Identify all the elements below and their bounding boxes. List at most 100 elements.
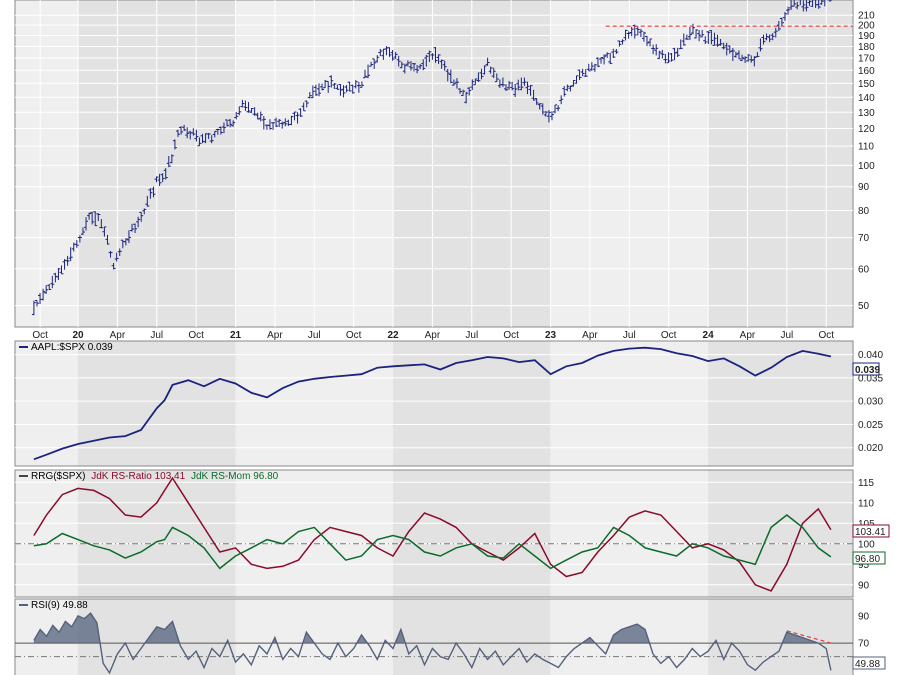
price-bar <box>96 213 101 222</box>
price-bar <box>151 186 156 198</box>
price-bar <box>571 80 576 87</box>
price-bar <box>225 119 230 127</box>
price-bar <box>77 235 82 243</box>
price-bar <box>362 69 367 79</box>
price-bar <box>779 17 784 27</box>
price-bar <box>605 52 610 58</box>
price-y-tick-label: 140 <box>858 93 875 104</box>
price-bar <box>657 50 662 60</box>
rrg-title: RRG($SPX) JdK RS-Ratio 103.41 JdK RS-Mom… <box>19 471 279 482</box>
year-band <box>550 470 709 597</box>
price-bar <box>41 288 46 301</box>
price-x-tick-label: Oct <box>503 330 519 341</box>
price-bar <box>353 80 358 89</box>
price-bar <box>819 0 824 5</box>
price-bar <box>375 55 380 63</box>
price-x-tick-label: 22 <box>387 330 399 341</box>
rsi-line <box>33 612 832 675</box>
price-x-tick-label: Apr <box>267 330 283 341</box>
price-bar <box>507 80 512 90</box>
price-x-tick-label: Apr <box>582 330 598 341</box>
price-y-tick-label: 60 <box>858 264 870 275</box>
price-bar <box>513 83 518 98</box>
price-bar <box>359 81 364 88</box>
price-bar <box>736 50 741 60</box>
rsi-title-text: RSI(9) 49.88 <box>31 600 88 611</box>
price-bar <box>405 60 410 67</box>
price-bar <box>473 78 478 86</box>
price-bar <box>68 247 73 262</box>
price-bar <box>589 62 594 71</box>
price-bar <box>108 250 113 258</box>
price-bar <box>295 112 300 124</box>
price-bar <box>179 126 184 135</box>
price-bar <box>258 111 263 122</box>
price-bar <box>675 47 680 58</box>
price-bar <box>102 226 107 237</box>
price-bar <box>347 81 352 92</box>
year-band <box>393 599 551 675</box>
price-x-tick-label: Jul <box>623 330 636 341</box>
price-bar <box>154 176 159 183</box>
price-bar <box>559 95 564 105</box>
price-bar <box>562 86 567 97</box>
year-band <box>550 341 709 466</box>
price-bar <box>34 300 39 307</box>
price-bar <box>145 195 150 207</box>
price-bar <box>243 100 248 111</box>
price-x-tick-label: 23 <box>545 330 557 341</box>
price-bar <box>231 120 236 127</box>
rsi-trendline <box>786 630 832 644</box>
price-bar <box>166 156 171 168</box>
price-bar <box>568 85 573 92</box>
ratio-y-tick-label: 0.025 <box>858 420 883 431</box>
price-bar <box>546 110 551 123</box>
price-bar <box>752 56 757 67</box>
price-bar <box>316 83 321 97</box>
price-bar <box>540 103 545 115</box>
price-bar <box>556 105 561 112</box>
price-bar <box>730 47 735 61</box>
price-bar <box>537 103 542 110</box>
price-bar <box>246 102 251 113</box>
price-bar <box>641 31 646 42</box>
price-bar <box>338 83 343 96</box>
price-bar <box>553 104 558 114</box>
price-bar <box>755 52 760 58</box>
price-bar <box>136 216 141 228</box>
price-bar <box>577 69 582 81</box>
year-band <box>235 599 394 675</box>
year-band <box>708 0 853 327</box>
price-y-tick-label: 110 <box>858 142 874 153</box>
rrg-y-tick-label: 115 <box>858 478 874 489</box>
price-bar <box>280 121 285 129</box>
price-bar <box>660 49 665 59</box>
price-bar <box>320 83 325 91</box>
price-bar <box>645 35 650 47</box>
price-x-tick-label: Jul <box>780 330 793 341</box>
rrg-y-tick-label: 100 <box>858 539 875 550</box>
price-bar <box>565 84 570 92</box>
price-bar <box>810 0 815 7</box>
price-bar <box>228 118 233 128</box>
price-bar <box>799 0 801 6</box>
rsi-title: RSI(9) 49.88 <box>19 600 88 611</box>
price-bar <box>378 48 383 57</box>
price-bar <box>105 234 110 245</box>
ratio-last-value-badge: 0.039 <box>852 362 880 376</box>
rsi-y-tick-label: 70 <box>858 639 870 650</box>
price-bar <box>617 40 622 47</box>
price-bar <box>690 23 695 35</box>
price-bar <box>249 108 254 113</box>
price-bar <box>635 26 640 36</box>
price-bar <box>595 57 600 68</box>
price-bar <box>488 66 493 74</box>
rsi-panel: RSI(9) 49.88 70 90 49.88 <box>14 598 886 675</box>
price-bar <box>687 26 692 41</box>
price-y-tick-label: 190 <box>858 31 875 42</box>
rrg-panel: RRG($SPX) JdK RS-Ratio 103.41 JdK RS-Mom… <box>14 469 890 598</box>
price-bar <box>209 135 214 144</box>
price-x-tick-label: Apr <box>425 330 441 341</box>
rrg-ratio-line <box>33 476 832 592</box>
price-bar <box>418 64 423 70</box>
